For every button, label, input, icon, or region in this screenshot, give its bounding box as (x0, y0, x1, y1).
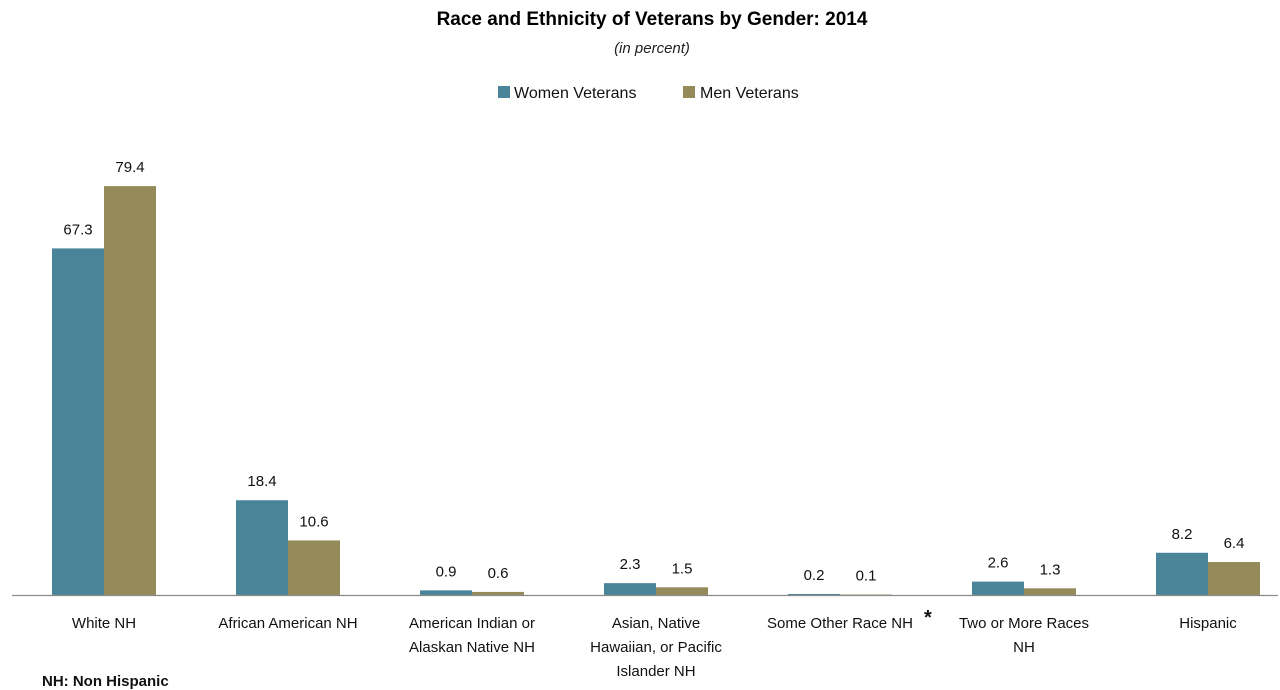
x-tick-label-2: American Indian or Alaskan Native NH (409, 615, 535, 656)
footnote: NH: Non Hispanic (42, 673, 169, 690)
x-tick-label-6: Hispanic (1179, 615, 1237, 632)
bar-men-4 (840, 594, 892, 595)
bar-men-1 (288, 540, 340, 595)
x-tick-label-4-line-0: Some Other Race NH (767, 615, 913, 632)
x-tick-label-2-line-1: Alaskan Native NH (409, 639, 535, 656)
data-label-men-0: 79.4 (115, 159, 144, 176)
x-tick-label-5: Two or More Races NH (959, 615, 1089, 656)
legend-swatch-men (683, 86, 695, 98)
bar-men-2 (472, 591, 524, 595)
legend-label-men: Men Veterans (700, 85, 799, 102)
x-tick-label-1-line-0: African American NH (218, 615, 357, 632)
legend: Women Veterans Men Veterans (498, 85, 799, 102)
annotation-asterisk: * (924, 607, 932, 629)
bar-women-1 (236, 500, 288, 595)
bar-women-6 (1156, 552, 1208, 595)
x-tick-label-5-line-0: Two or More Races (959, 615, 1089, 632)
bar-men-0 (104, 186, 156, 595)
bar-women-5 (972, 581, 1024, 595)
data-label-women-1: 18.4 (247, 473, 276, 490)
data-label-men-4: 0.1 (856, 567, 877, 584)
x-tick-label-6-line-0: Hispanic (1179, 615, 1237, 632)
legend-swatch-women (498, 86, 510, 98)
x-tick-label-1: African American NH (218, 615, 357, 632)
bar-women-2 (420, 590, 472, 595)
chart-title: Race and Ethnicity of Veterans by Gender… (437, 9, 868, 30)
bar-men-6 (1208, 562, 1260, 595)
data-label-men-2: 0.6 (488, 565, 509, 582)
bar-women-3 (604, 583, 656, 595)
x-tick-label-0: White NH (72, 615, 136, 632)
x-tick-label-3: Asian, Native Hawaiian, or Pacific Islande… (590, 615, 722, 680)
data-label-women-4: 0.2 (804, 567, 825, 584)
x-tick-label-3-line-0: Asian, Native (612, 615, 700, 632)
data-label-women-2: 0.9 (436, 563, 457, 580)
bar-women-0 (52, 248, 104, 595)
category-labels: White NH African American NH American Indi… (72, 615, 1237, 680)
x-tick-label-4: Some Other Race NH (767, 615, 913, 632)
bar-men-3 (656, 587, 708, 595)
x-tick-label-3-line-1: Hawaiian, or Pacific (590, 639, 722, 656)
x-tick-label-2-line-0: American Indian or (409, 615, 535, 632)
data-label-women-3: 2.3 (620, 556, 641, 573)
data-label-men-3: 1.5 (672, 560, 693, 577)
bar-men-5 (1024, 588, 1076, 595)
data-label-men-1: 10.6 (299, 513, 328, 530)
data-label-women-0: 67.3 (63, 221, 92, 238)
value-labels: 67.3 79.4 18.4 10.6 0.9 0.6 2.3 1.5 0.2 0.1 2.6 1.3… (63, 159, 1244, 584)
bar-women-4 (788, 593, 840, 595)
data-label-women-6: 8.2 (1172, 526, 1193, 543)
x-tick-label-0-line-0: White NH (72, 615, 136, 632)
x-tick-label-5-line-1: NH (1013, 639, 1035, 656)
chart-subtitle: (in percent) (614, 40, 690, 57)
x-tick-label-3-line-2: Islander NH (616, 663, 695, 680)
bars (52, 186, 1260, 595)
data-label-men-5: 1.3 (1040, 561, 1061, 578)
data-label-men-6: 6.4 (1224, 535, 1245, 552)
legend-label-women: Women Veterans (514, 85, 636, 102)
data-label-women-5: 2.6 (988, 555, 1009, 572)
